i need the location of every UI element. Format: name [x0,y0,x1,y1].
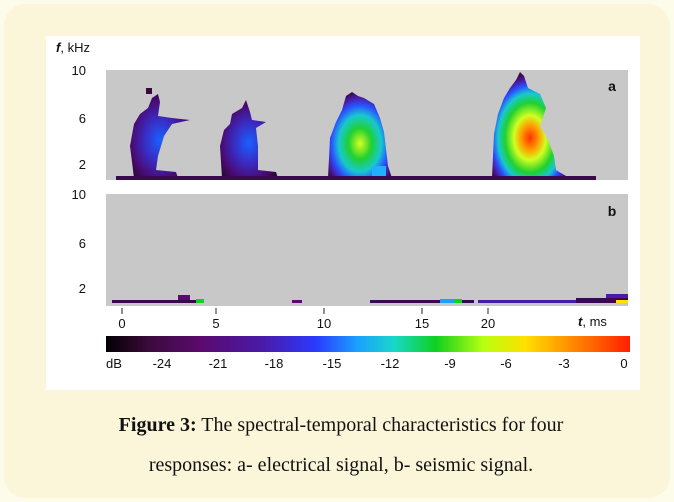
x-tick-label-5: 5 [212,316,219,331]
panel-b-response-4-peak [606,294,628,298]
panel-a-response-3-base [372,166,386,176]
panel-a-label: a [608,78,616,94]
figure-card: f, kHz 10 6 2 a 10 6 2 [4,4,670,498]
panel-a-ytick-10: 10 [72,63,86,78]
x-tick-label-15: 15 [415,316,429,331]
x-tick-label-0: 0 [118,316,125,331]
colorbar-tick--15: -15 [323,356,342,371]
panel-a-response-1-speck [146,88,152,94]
colorbar-tick--24: -24 [153,356,172,371]
colorbar-tick--18: -18 [265,356,284,371]
panel-b-label: b [608,203,617,219]
figure-caption-line-2: responses: a- electrical signal, b- seis… [24,450,658,480]
colorbar [106,336,630,352]
panel-b-response-2 [292,300,302,303]
panel-b-response-1-green [196,299,204,303]
x-tick-label-20: 20 [481,316,495,331]
panel-b-response-3-green [454,299,462,303]
colorbar-unit: dB [106,356,122,371]
colorbar-tick--12: -12 [381,356,400,371]
panel-b-ytick-6: 6 [79,236,86,251]
panel-a-ytick-2: 2 [79,157,86,172]
panel-b-response-4 [478,300,576,303]
colorbar-tick--21: -21 [209,356,228,371]
x-tick-label-10: 10 [317,316,331,331]
figure-caption-text-1: The spectral-temporal characteristics fo… [196,414,564,436]
figure-caption-label: Figure 3: [118,414,197,436]
panel-a-response-1 [130,94,190,178]
panel-b-response-1 [112,300,196,303]
panel-b-response-4-yellow [616,300,628,303]
panel-a-ytick-6: 6 [79,111,86,126]
panel-b-ytick-10: 10 [72,187,86,202]
panel-b-response-3 [370,300,474,303]
panel-a-response-4 [492,72,568,178]
colorbar-tick--3: -3 [558,356,570,371]
colorbar-tick--9: -9 [444,356,456,371]
panel-b-background [106,194,628,306]
panel-a-noise-floor [116,176,596,180]
figure-caption-line-1: Figure 3: The spectral-temporal characte… [24,410,658,440]
y-axis-title: f, kHz [56,40,90,55]
colorbar-tick--6: -6 [500,356,512,371]
colorbar-tick-0: 0 [620,356,627,371]
spectrogram-svg: f, kHz 10 6 2 a 10 6 2 [56,40,630,371]
panel-b-response-1-peak [178,295,190,300]
x-axis-title: t, ms [578,314,607,329]
spectrogram-figure: f, kHz 10 6 2 a 10 6 2 [46,36,640,390]
panel-b-response-3-blue [440,299,454,303]
panel-a-response-2 [220,100,278,178]
panel-a-response-3 [328,92,392,178]
panel-b-ytick-2: 2 [79,281,86,296]
panel-b-response-4-tail [576,298,628,303]
figure-caption-text-2: responses: a- electrical signal, b- seis… [148,454,534,476]
